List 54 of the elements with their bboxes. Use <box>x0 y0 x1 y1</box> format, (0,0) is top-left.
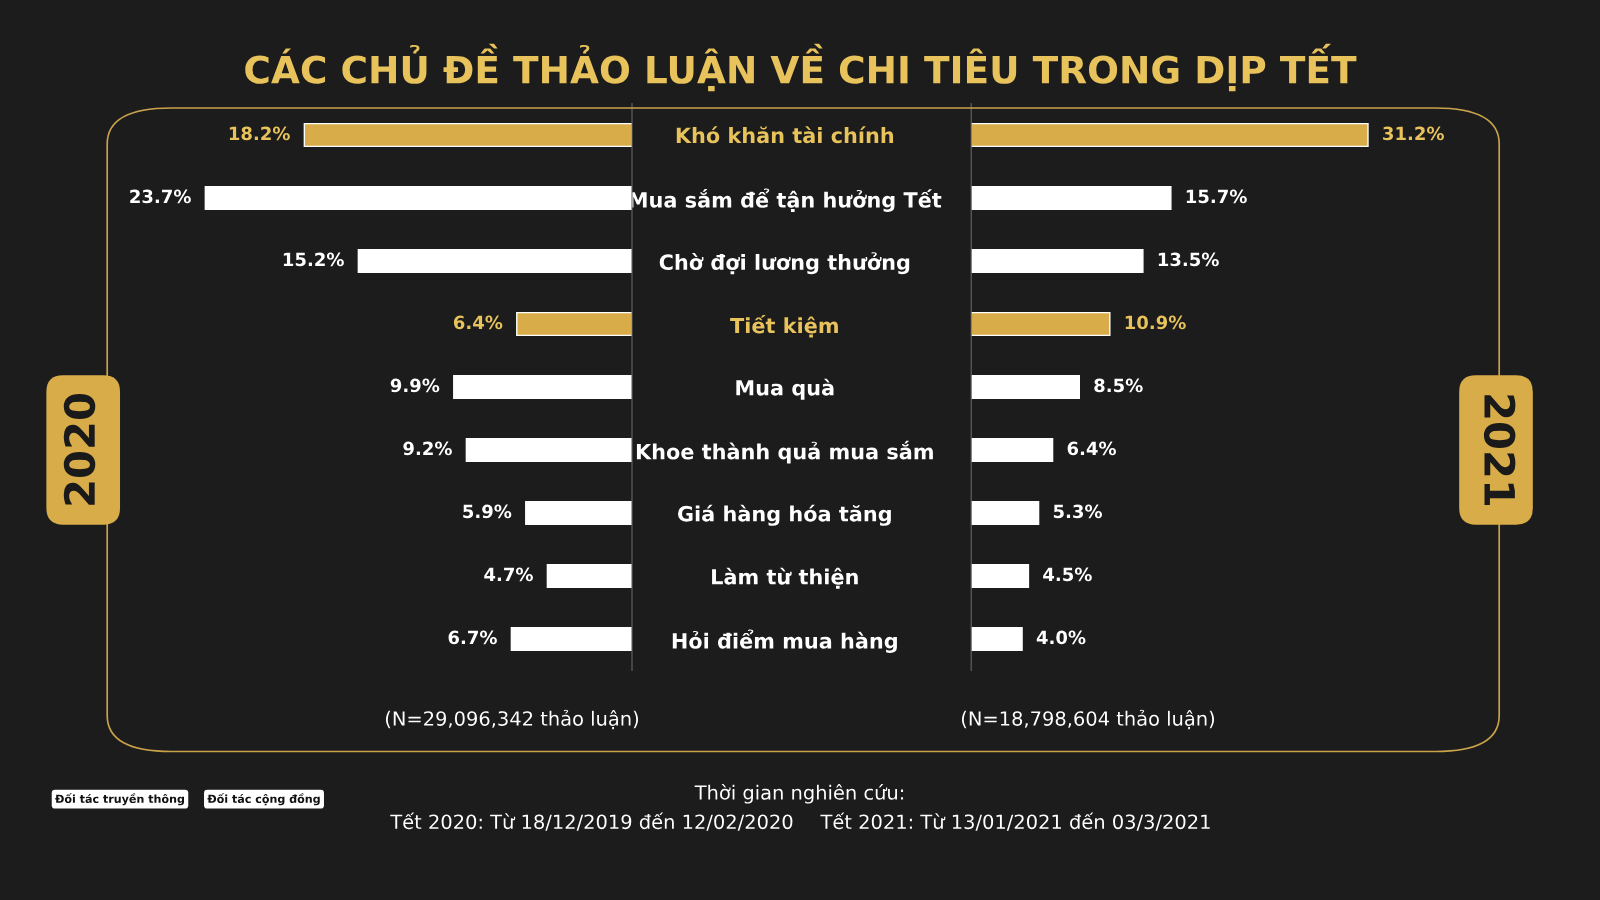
bar <box>971 311 1111 337</box>
bar <box>357 248 632 274</box>
data-label: 4.0% <box>1036 630 1086 645</box>
data-label: 5.3% <box>1053 504 1102 519</box>
bar <box>525 500 632 526</box>
y-tick-label: Làm từ thiện <box>712 567 858 589</box>
bar <box>510 626 632 652</box>
data-label: 6.4% <box>453 315 503 330</box>
data-label: 31.2% <box>1383 126 1444 141</box>
bar <box>546 563 632 589</box>
text: Tết 2021: Từ 13/01/2021 đến 03/3/2021 <box>820 812 1210 831</box>
y-axis-title: 2020 <box>63 394 96 505</box>
bar <box>971 122 1369 148</box>
bar <box>971 500 1040 526</box>
bar <box>204 185 632 211</box>
bar <box>971 437 1054 463</box>
bar <box>453 374 632 400</box>
bar <box>971 248 1144 274</box>
bar <box>971 374 1080 400</box>
data-label: 6.4% <box>1067 441 1116 456</box>
text: CÁC CHỦ ĐỀ THẢO LUẬN VỀ CHI TIÊU TRONG DỊP TẾT <box>245 43 1357 92</box>
data-label: 15.2% <box>283 252 344 267</box>
data-label: 4.7% <box>484 567 533 582</box>
y-tick-label: Chờ đợi lương thưởng <box>659 252 910 275</box>
bar <box>971 626 1023 652</box>
data-label: 8.5% <box>1094 378 1143 393</box>
y-axis-title: 2021 <box>1483 395 1516 506</box>
y-tick-label: Tiết kiệm <box>730 314 838 338</box>
bar <box>516 311 632 337</box>
text: Thời gian nghiên cứu: <box>694 784 904 804</box>
data-label: 5.9% <box>463 504 512 519</box>
text: Đối tác truyền thông <box>55 793 184 806</box>
bar <box>303 122 632 148</box>
text: (N=29,096,342 thảo luận) <box>385 709 639 730</box>
data-label: 15.7% <box>1186 189 1247 204</box>
data-label: 9.2% <box>403 441 452 456</box>
y-tick-label: Giá hàng hóa tăng <box>677 504 891 526</box>
text: Tết 2020: Từ 18/12/2019 đến 12/02/2020 <box>390 812 793 831</box>
y-tick-label: Mua quà <box>736 378 834 400</box>
y-tick-label: Khoe thành quả mua sắm <box>636 440 933 464</box>
data-label: 13.5% <box>1158 252 1219 267</box>
text: Đối tác cộng đồng <box>207 793 320 806</box>
bar <box>971 563 1030 589</box>
data-label: 23.7% <box>130 189 191 204</box>
y-tick-label: Hỏi điểm mua hàng <box>672 629 897 654</box>
data-label: 6.7% <box>448 630 497 645</box>
y-tick-label: Khó khăn tài chính <box>676 126 894 144</box>
data-label: 4.5% <box>1043 567 1092 582</box>
data-label: 9.9% <box>390 378 440 393</box>
bar <box>465 437 632 463</box>
data-label: 10.9% <box>1125 315 1186 330</box>
data-label: 18.2% <box>229 126 290 141</box>
bar <box>971 185 1172 211</box>
text: (N=18,798,604 thảo luận) <box>961 709 1215 730</box>
